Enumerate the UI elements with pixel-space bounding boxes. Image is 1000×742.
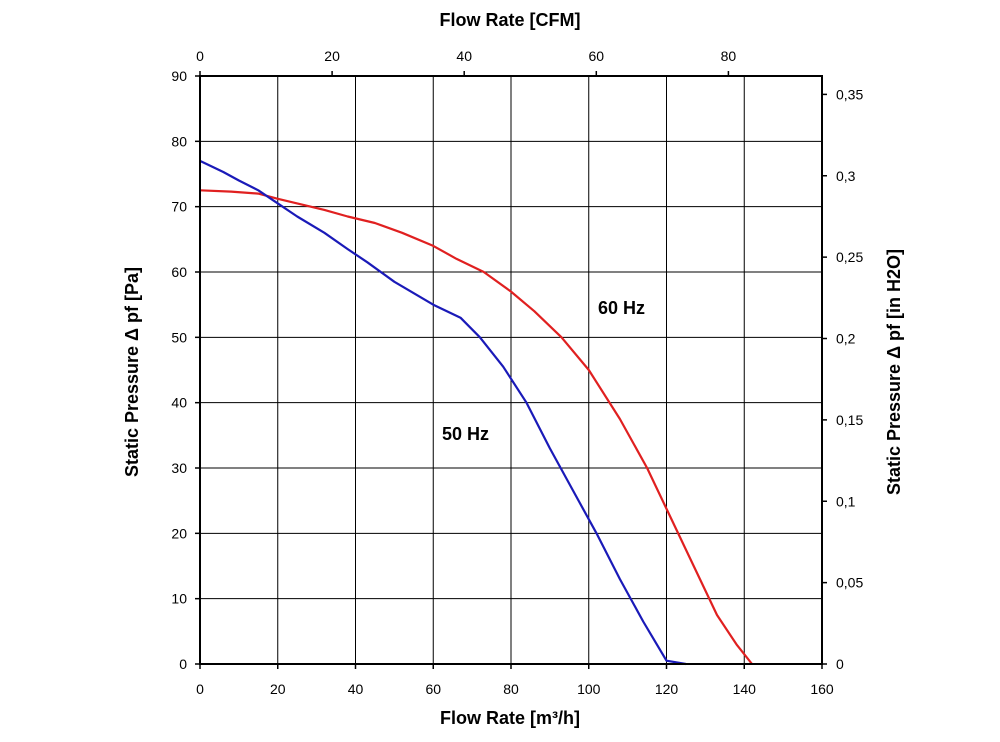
annotation-60hz: 60 Hz — [598, 298, 645, 318]
y-left-tick-label: 30 — [171, 460, 187, 476]
y-left-tick-label: 20 — [171, 525, 187, 541]
x-bottom-tick-label: 140 — [733, 681, 757, 697]
y-right-tick-label: 0,35 — [836, 86, 863, 102]
y-left-tick-label: 80 — [171, 133, 187, 149]
y-right-tick-label: 0 — [836, 656, 844, 672]
y-left-tick-label: 70 — [171, 199, 187, 215]
x-top-axis-title: Flow Rate [CFM] — [440, 10, 581, 30]
series-line-60hz — [199, 189, 753, 665]
y-right-tick-label: 0,15 — [836, 412, 863, 428]
y-left-tick-label: 60 — [171, 264, 187, 280]
x-top-tick-label: 40 — [456, 48, 472, 64]
annotation-50hz: 50 Hz — [442, 424, 489, 444]
x-bottom-tick-label: 60 — [425, 681, 441, 697]
y-left-tick-label: 50 — [171, 329, 187, 345]
x-bottom-axis-title: Flow Rate [m³/h] — [440, 708, 580, 728]
x-top-tick-label: 0 — [196, 48, 204, 64]
series-layer — [199, 159, 753, 666]
y-right-tick-label: 0,1 — [836, 493, 856, 509]
y-left-tick-label: 40 — [171, 395, 187, 411]
x-top-tick-label: 60 — [589, 48, 605, 64]
x-bottom-tick-label: 0 — [196, 681, 204, 697]
x-top-tick-label: 20 — [324, 48, 340, 64]
x-top-tick-label: 80 — [721, 48, 737, 64]
x-bottom-tick-label: 40 — [348, 681, 364, 697]
x-bottom-tick-label: 20 — [270, 681, 286, 697]
y-left-tick-label: 10 — [171, 591, 187, 607]
grid-layer — [199, 75, 823, 665]
y-left-tick-label: 90 — [171, 68, 187, 84]
x-bottom-tick-label: 160 — [810, 681, 834, 697]
y-right-tick-label: 0,05 — [836, 575, 863, 591]
x-bottom-tick-label: 100 — [577, 681, 601, 697]
y-left-tick-label: 0 — [179, 656, 187, 672]
y-right-axis-title: Static Pressure Δ pf [in H2O] — [884, 249, 904, 495]
y-right-tick-label: 0,2 — [836, 331, 856, 347]
series-line-50hz — [199, 159, 687, 666]
y-left-axis-title: Static Pressure Δ pf [Pa] — [122, 267, 142, 477]
y-right-tick-label: 0,3 — [836, 168, 856, 184]
x-bottom-tick-label: 120 — [655, 681, 679, 697]
x-bottom-tick-label: 80 — [503, 681, 519, 697]
y-right-tick-label: 0,25 — [836, 249, 863, 265]
